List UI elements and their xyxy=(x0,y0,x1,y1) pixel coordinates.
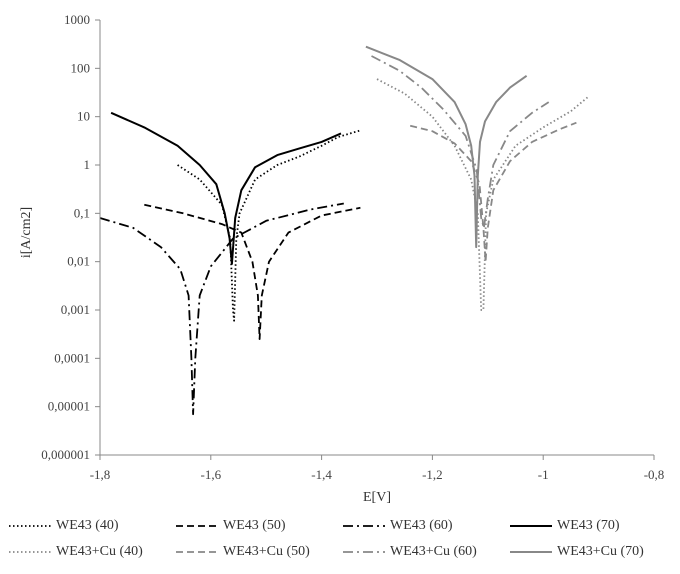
legend-label: WE43 (70) xyxy=(557,518,620,533)
legend-label: WE43 (40) xyxy=(56,518,119,533)
series-line-2 xyxy=(99,202,344,416)
legend-item: WE43 (40) xyxy=(8,518,175,534)
series-line-4 xyxy=(376,78,589,311)
y-tick-label: 0,01 xyxy=(67,254,90,269)
legend-label: WE43 (50) xyxy=(223,518,286,533)
y-tick-label: 0,000001 xyxy=(41,447,90,462)
x-tick-label: -1,2 xyxy=(422,467,443,482)
legend-label: WE43+Cu (50) xyxy=(223,544,310,559)
x-tick-label: -1,8 xyxy=(90,467,111,482)
x-axis-ticks: -1,8 -1,6 -1,4 -1,2 -1 -0,8 xyxy=(90,455,665,482)
legend-item: WE43+Cu (40) xyxy=(8,544,175,560)
legend-swatch xyxy=(343,525,385,527)
legend-item: WE43 (60) xyxy=(342,518,509,534)
legend-swatch xyxy=(343,551,385,553)
series-line-1 xyxy=(144,203,361,340)
plot-series xyxy=(99,45,589,416)
y-tick-label: 10 xyxy=(77,109,90,124)
x-tick-label: -1,4 xyxy=(311,467,332,482)
y-tick-label: 1000 xyxy=(64,12,90,27)
x-tick-label: -1,6 xyxy=(201,467,222,482)
y-tick-label: 1 xyxy=(84,157,91,172)
y-axis-label: i[A/cm2] xyxy=(19,207,34,258)
y-tick-label: 100 xyxy=(71,60,91,75)
y-tick-label: 0,1 xyxy=(74,205,90,220)
legend-swatch xyxy=(9,525,51,527)
legend: WE43 (40) WE43 (50) WE43 (60) WE43 (70) WE43… xyxy=(8,513,676,565)
y-axis-ticks: 0,000001 0,00001 0,0001 0,001 0,01 0,1 1 10 100 1… xyxy=(41,12,100,462)
series-line-7 xyxy=(365,45,528,249)
legend-row: WE43+Cu (40) WE43+Cu (50) WE43+Cu (60) WE43… xyxy=(8,539,676,565)
legend-label: WE43 (60) xyxy=(390,518,453,533)
legend-swatch xyxy=(176,551,218,553)
legend-swatch xyxy=(510,525,552,527)
y-tick-label: 0,001 xyxy=(61,302,90,317)
legend-item: WE43+Cu (50) xyxy=(175,544,342,560)
x-tick-label: -1 xyxy=(538,467,549,482)
legend-item: WE43 (50) xyxy=(175,518,342,534)
series-line-3 xyxy=(110,111,342,265)
series-line-5 xyxy=(409,121,577,263)
legend-item: WE43+Cu (70) xyxy=(509,544,676,560)
legend-row: WE43 (40) WE43 (50) WE43 (60) WE43 (70) xyxy=(8,513,676,539)
legend-label: WE43+Cu (70) xyxy=(557,544,644,559)
series-line-0 xyxy=(177,129,361,322)
legend-swatch xyxy=(176,525,218,527)
series-line-6 xyxy=(371,55,550,229)
legend-swatch xyxy=(510,551,552,553)
legend-item: WE43+Cu (60) xyxy=(342,544,509,560)
y-tick-label: 0,0001 xyxy=(54,350,90,365)
legend-label: WE43+Cu (60) xyxy=(390,544,477,559)
legend-item: WE43 (70) xyxy=(509,518,676,534)
legend-swatch xyxy=(9,551,51,553)
legend-label: WE43+Cu (40) xyxy=(56,544,143,559)
y-tick-label: 0,00001 xyxy=(48,399,90,414)
polarization-chart: 0,000001 0,00001 0,0001 0,001 0,01 0,1 1 10 100 1… xyxy=(19,12,665,505)
x-axis-label: E[V] xyxy=(363,490,391,505)
x-tick-label: -0,8 xyxy=(644,467,665,482)
